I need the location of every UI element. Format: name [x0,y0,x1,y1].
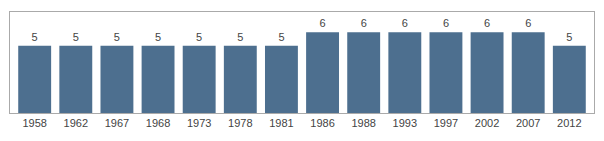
svg-text:1988: 1988 [351,117,375,129]
svg-text:6: 6 [484,17,490,29]
svg-text:1978: 1978 [228,117,252,129]
svg-text:1967: 1967 [105,117,129,129]
svg-text:2007: 2007 [516,117,540,129]
svg-text:1958: 1958 [22,117,46,129]
svg-text:1997: 1997 [434,117,458,129]
svg-text:2012: 2012 [557,117,581,129]
svg-text:5: 5 [196,31,202,43]
svg-text:5: 5 [566,31,572,43]
svg-text:5: 5 [114,31,120,43]
svg-text:5: 5 [278,31,284,43]
svg-text:1981: 1981 [269,117,293,129]
svg-text:1993: 1993 [393,117,417,129]
svg-text:1968: 1968 [146,117,170,129]
svg-text:6: 6 [525,17,531,29]
svg-text:6: 6 [319,17,325,29]
svg-text:1962: 1962 [64,117,88,129]
svg-text:1973: 1973 [187,117,211,129]
svg-text:6: 6 [443,17,449,29]
svg-text:5: 5 [32,31,38,43]
svg-text:6: 6 [402,17,408,29]
svg-text:5: 5 [73,31,79,43]
svg-text:6: 6 [361,17,367,29]
svg-text:2002: 2002 [475,117,499,129]
svg-text:5: 5 [155,31,161,43]
svg-text:5: 5 [237,31,243,43]
svg-text:1986: 1986 [310,117,334,129]
